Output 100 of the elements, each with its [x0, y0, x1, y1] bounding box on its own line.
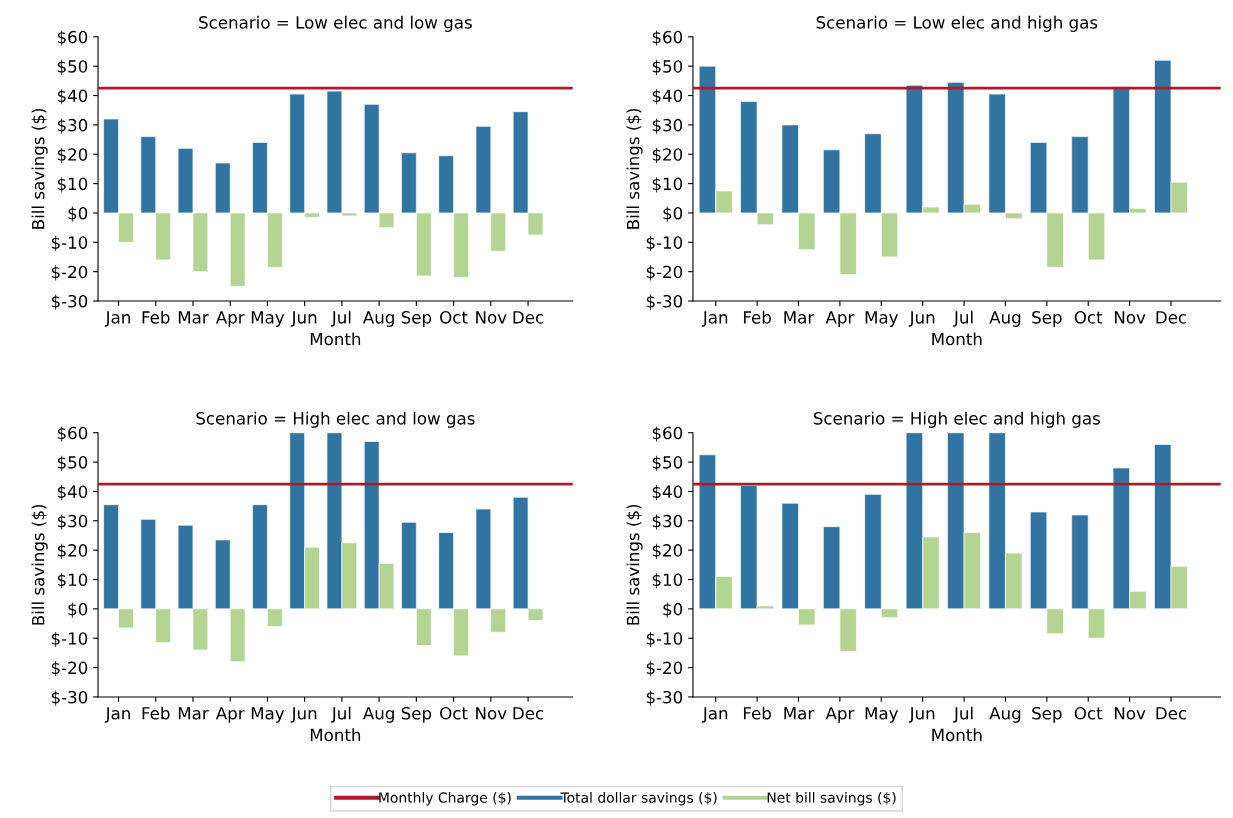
x-tick-label: Jul — [330, 310, 351, 327]
x-tick-label: Oct — [1074, 311, 1103, 324]
y-tick-label: $-30 — [51, 690, 88, 706]
legend-label: Total dollar savings ($) — [560, 792, 717, 806]
x-axis-title: Month — [932, 728, 982, 742]
x-axis-title: Month — [310, 728, 361, 742]
x-tick-label: Jun — [908, 311, 935, 327]
x-tick-label: Mar — [178, 311, 209, 324]
x-tick-label: Apr — [825, 707, 855, 723]
y-tick-label: $0 — [663, 206, 683, 222]
x-tick-label: Oct — [1074, 706, 1103, 720]
x-tick-label: Dec — [513, 707, 544, 720]
y-tick-label: $-20 — [646, 661, 683, 677]
x-tick-label: Dec — [1156, 707, 1187, 720]
x-tick-label: Apr — [215, 311, 245, 327]
y-axis-title: Bill savings ($) — [31, 108, 48, 229]
y-tick-label: $-30 — [646, 294, 683, 310]
x-tick-label: Jan — [702, 311, 728, 327]
y-tick-label: $20 — [57, 147, 88, 164]
y-tick-label: $0 — [68, 206, 88, 222]
x-tick-label: Jul — [953, 706, 973, 723]
x-tick-label: Jun — [290, 311, 317, 327]
y-tick-label: $-20 — [51, 661, 88, 677]
x-tick-label: Feb — [142, 706, 170, 720]
x-tick-label: Nov — [1114, 707, 1146, 720]
y-tick-label: $60 — [57, 30, 88, 46]
x-tick-label: Nov — [476, 311, 507, 324]
y-axis-title: Bill savings ($) — [31, 504, 48, 625]
y-tick-label: $-10 — [646, 235, 683, 252]
x-axis-title: Month — [932, 332, 982, 346]
y-tick-label: $10 — [57, 177, 88, 193]
x-tick-label: Sep — [401, 311, 432, 327]
x-tick-label: Oct — [440, 706, 468, 720]
x-tick-label: Mar — [178, 707, 209, 720]
x-tick-label: Feb — [743, 310, 771, 324]
x-tick-label: Aug — [989, 707, 1021, 723]
x-tick-label: Jan — [104, 707, 130, 723]
x-tick-label: May — [251, 707, 285, 723]
x-tick-label: Apr — [825, 311, 855, 327]
legend-label: Net bill savings ($) — [767, 792, 896, 806]
x-tick-label: May — [865, 311, 898, 327]
chart-title: Scenario = High elec and high gas — [813, 411, 1100, 428]
x-tick-label: Jul — [953, 310, 973, 327]
legend-label: Monthly Charge ($) — [379, 792, 511, 806]
x-tick-label: Dec — [513, 311, 544, 324]
x-tick-label: Oct — [440, 311, 468, 324]
x-tick-label: Jan — [104, 311, 130, 327]
x-tick-label: Jul — [330, 706, 351, 723]
x-axis-title: Month — [310, 332, 361, 346]
x-tick-label: Mar — [784, 311, 815, 324]
chart-title: Scenario = Low elec and low gas — [199, 15, 472, 32]
x-tick-label: Nov — [1114, 311, 1146, 324]
y-tick-label: $60 — [652, 30, 683, 46]
x-tick-label: Dec — [1156, 311, 1187, 324]
y-tick-label: $-30 — [646, 690, 683, 706]
y-tick-label: $40 — [652, 89, 683, 105]
y-tick-label: $20 — [652, 147, 683, 164]
y-tick-label: $50 — [652, 59, 683, 75]
x-tick-label: Sep — [401, 706, 432, 723]
x-tick-label: Jan — [702, 707, 728, 723]
y-tick-label: $50 — [57, 59, 88, 75]
x-tick-label: Apr — [215, 707, 245, 723]
x-tick-label: Mar — [784, 707, 815, 720]
x-tick-label: May — [865, 707, 898, 723]
x-tick-label: Aug — [362, 707, 394, 723]
y-tick-label: $50 — [57, 455, 88, 471]
y-tick-label: $-20 — [51, 265, 88, 281]
y-tick-label: $-10 — [51, 235, 88, 252]
y-tick-label: $40 — [57, 89, 88, 105]
x-tick-label: Aug — [989, 311, 1021, 327]
x-tick-label: Feb — [142, 310, 170, 324]
y-tick-label: $-20 — [646, 265, 683, 281]
y-tick-label: $30 — [57, 118, 88, 134]
chart-title: Scenario = Low elec and high gas — [816, 15, 1098, 32]
x-tick-label: Aug — [362, 311, 394, 327]
y-tick-label: $10 — [652, 177, 683, 193]
y-tick-label: $60 — [57, 426, 88, 442]
y-tick-label: $10 — [57, 573, 88, 589]
y-tick-label: $0 — [663, 602, 683, 618]
y-tick-label: $30 — [652, 514, 683, 530]
y-axis-title: Bill savings ($) — [626, 108, 643, 229]
x-tick-label: Sep — [1032, 311, 1062, 327]
chart-title: Scenario = High elec and low gas — [196, 411, 475, 428]
y-tick-label: $50 — [652, 455, 683, 471]
y-tick-label: $-10 — [51, 631, 88, 647]
x-tick-label: Jun — [908, 707, 935, 723]
y-tick-label: $30 — [57, 514, 88, 530]
y-tick-label: $60 — [652, 426, 683, 442]
y-tick-label: $-30 — [51, 294, 88, 310]
x-tick-label: Feb — [743, 706, 771, 720]
x-tick-label: Sep — [1032, 706, 1062, 723]
x-tick-label: Nov — [476, 707, 507, 720]
y-tick-label: $30 — [652, 118, 683, 134]
y-tick-label: $40 — [652, 485, 683, 501]
y-tick-label: $40 — [57, 485, 88, 501]
y-tick-label: $0 — [68, 602, 88, 618]
y-axis-title: Bill savings ($) — [626, 504, 643, 625]
y-tick-label: $20 — [652, 543, 683, 559]
y-tick-label: $-10 — [646, 631, 683, 647]
x-tick-label: Jun — [290, 707, 317, 723]
